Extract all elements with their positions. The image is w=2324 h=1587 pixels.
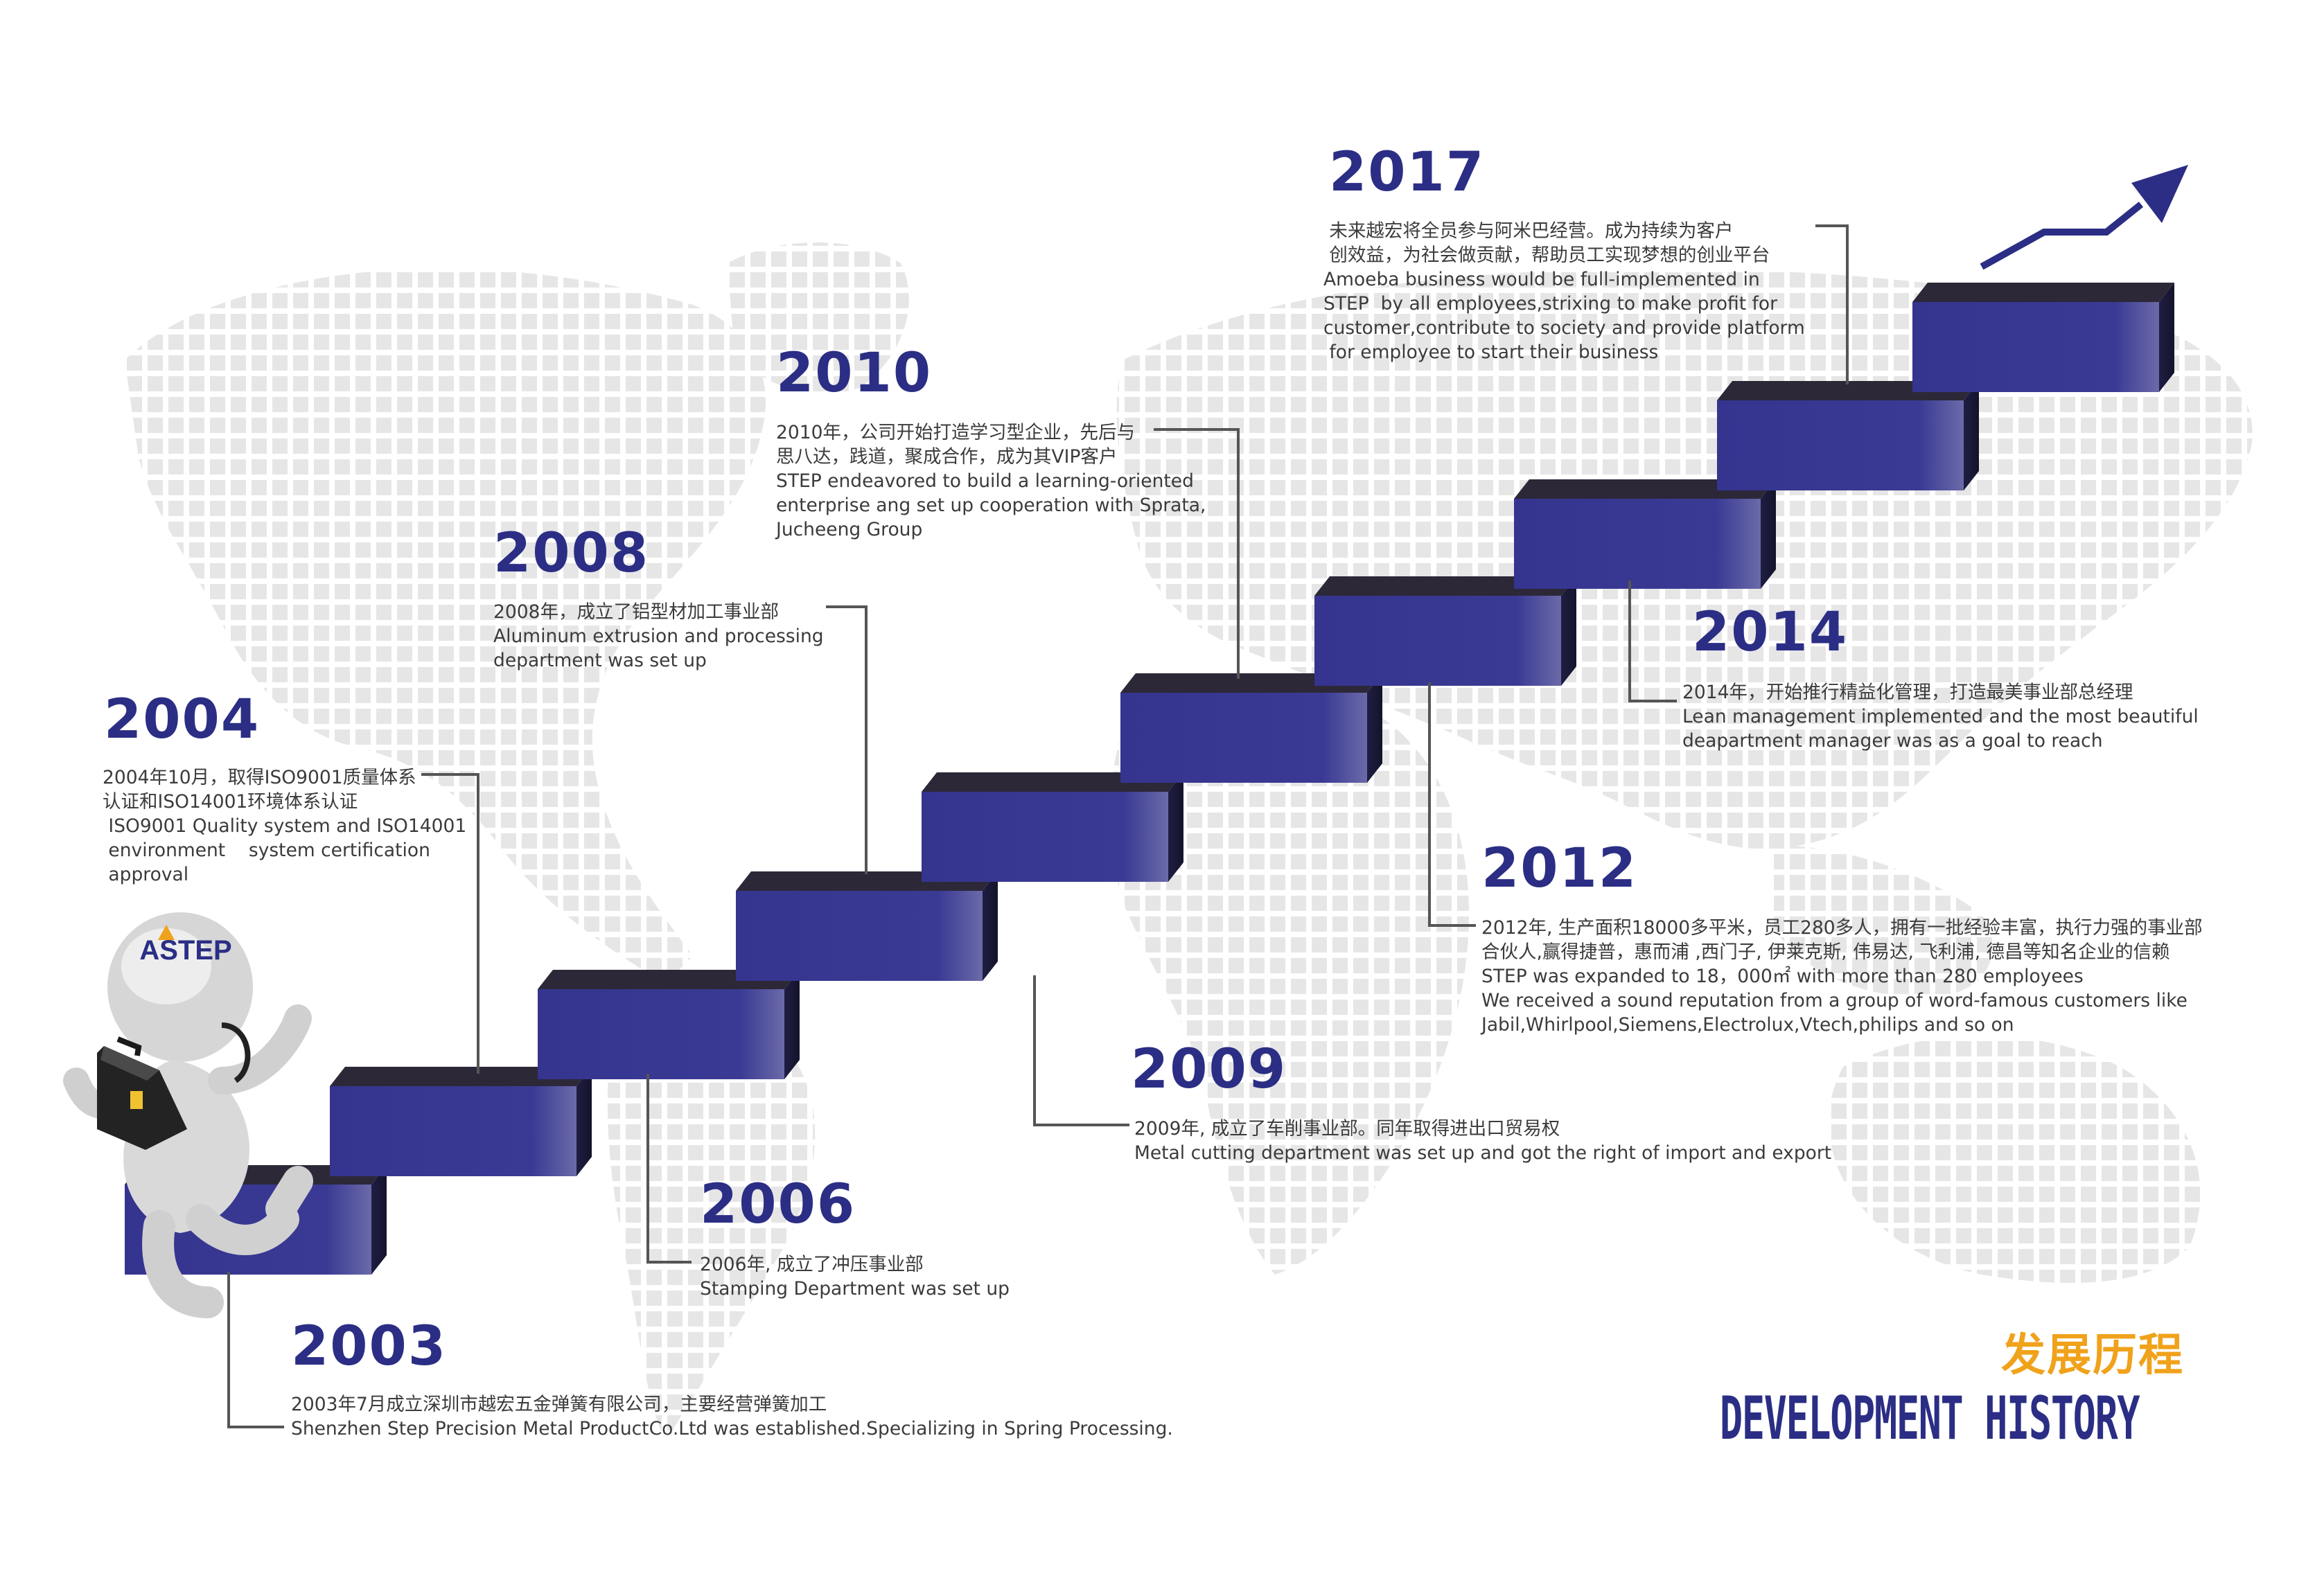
description-line: STEP was expanded to 18，000㎡ with more t…	[1481, 966, 2084, 987]
milestone-year: 2006	[700, 1173, 856, 1236]
leader-line	[1815, 224, 1849, 384]
description-line: 认证和ISO14001环境体系认证	[103, 791, 358, 813]
stair-step	[1912, 283, 2174, 392]
description-line: 思八达，践道，聚成合作，成为其VIP客户	[776, 446, 1118, 468]
stair-step	[736, 871, 998, 981]
milestone-year: 2017	[1329, 141, 1486, 204]
description-line: We received a sound reputation from a gr…	[1481, 990, 2187, 1011]
description-line: Aluminum extrusion and processing	[493, 626, 824, 647]
heading-english: DEVELOPMENT HISTORY	[1720, 1384, 2140, 1453]
description-line: 2014年，开始推行精益化管理，打造最美事业部总经理	[1682, 682, 2133, 703]
growth-arrow-head	[2131, 165, 2188, 223]
milestone-year: 2003	[291, 1315, 448, 1378]
description-line: Lean management implemented and the most…	[1682, 706, 2199, 727]
leader-line	[1154, 428, 1240, 679]
leader-line	[1428, 682, 1476, 927]
stair-step	[1514, 479, 1776, 589]
description-line: approval	[103, 864, 189, 885]
milestone-year: 2009	[1131, 1038, 1287, 1101]
description-line: 2010年，公司开始打造学习型企业，先后与	[776, 422, 1135, 443]
milestone-year: 2010	[776, 342, 933, 405]
milestone-description: 2010年，公司开始打造学习型企业，先后与 思八达，践道，聚成合作，成为其VIP客…	[776, 420, 1206, 542]
description-line: 2004年10月，取得ISO9001质量体系	[103, 767, 416, 788]
description-line: 2012年, 生产面积18000多平米，员工280多人，拥有一批经验丰富，执行力…	[1481, 917, 2203, 939]
milestone-description: 2008年，成立了铝型材加工事业部 Aluminum extrusion and …	[493, 600, 824, 673]
description-line: Metal cutting department was set up and …	[1134, 1142, 1832, 1164]
stair-step	[538, 970, 800, 1079]
milestone-description: 2009年, 成立了车削事业部。同年取得进出口贸易权 Metal cutting …	[1134, 1117, 1831, 1165]
milestone-description: 2003年7月成立深圳市越宏五金弹簧有限公司，主要经营弹簧加工 Shenzhen …	[291, 1392, 1173, 1441]
leader-line	[421, 773, 479, 1074]
stair-step	[330, 1067, 592, 1176]
leader-line	[826, 605, 868, 874]
milestone-description: 2004年10月，取得ISO9001质量体系 认证和ISO14001环境体系认证 …	[103, 765, 466, 887]
stair-step	[922, 772, 1183, 882]
description-line: Jabil,Whirlpool,Siemens,Electrolux,Vtech…	[1481, 1014, 2014, 1036]
description-line: STEP by all employees,strixing to make p…	[1323, 293, 1777, 314]
briefcase-icon	[97, 1036, 187, 1150]
description-line: STEP endeavored to build a learning-orie…	[776, 470, 1194, 492]
milestone-year: 2008	[493, 522, 650, 585]
description-line: deapartment manager was as a goal to rea…	[1682, 730, 2103, 752]
milestone-description: 2006年, 成立了冲压事业部 Stamping Department was s…	[700, 1252, 1010, 1301]
description-line: ISO9001 Quality system and ISO14001	[103, 815, 467, 837]
stair-step	[1120, 673, 1382, 783]
milestone-year: 2012	[1481, 837, 1638, 900]
description-line: for employee to start their business	[1323, 342, 1659, 363]
description-line: 合伙人,赢得捷普，惠而浦 ,西门子, 伊莱克斯, 伟易达, 飞利浦, 德昌等知名…	[1481, 941, 2170, 963]
description-line: department was set up	[493, 650, 707, 671]
stair-step	[1717, 381, 1979, 490]
description-line: 创效益，为社会做贡献，帮助员工实现梦想的创业平台	[1323, 245, 1770, 266]
description-line: 2006年, 成立了冲压事业部	[700, 1254, 924, 1275]
description-line: 2009年, 成立了车削事业部。同年取得进出口贸易权	[1134, 1118, 1560, 1140]
description-line: customer,contribute to society and provi…	[1323, 317, 1805, 339]
description-line: 2003年7月成立深圳市越宏五金弹簧有限公司，主要经营弹簧加工	[291, 1394, 827, 1415]
heading-chinese: 发展历程	[2001, 1330, 2184, 1381]
milestone-description: 2012年, 生产面积18000多平米，员工280多人，拥有一批经验丰富，执行力…	[1481, 916, 2203, 1037]
growth-arrow-icon	[1980, 202, 2144, 270]
leader-line	[646, 1074, 692, 1264]
description-line: 未来越宏将全员参与阿米巴经营。成为持续为客户	[1323, 220, 1734, 242]
milestone-description: 2014年，开始推行精益化管理，打造最美事业部总经理 Lean managemen…	[1682, 680, 2199, 753]
description-line: Stamping Department was set up	[700, 1278, 1010, 1300]
description-line: enterprise ang set up cooperation with S…	[776, 495, 1206, 516]
leader-line	[1033, 975, 1129, 1126]
description-line: 2008年，成立了铝型材加工事业部	[493, 601, 779, 623]
mascot-logo: ASTEP	[139, 935, 231, 966]
milestone-year: 2004	[104, 689, 261, 751]
description-line: Amoeba business would be full-implemente…	[1323, 269, 1760, 290]
milestone-year: 2014	[1692, 601, 1849, 664]
leader-line	[1628, 580, 1677, 702]
description-line: Jucheeng Group	[776, 519, 923, 540]
leader-line	[227, 1272, 284, 1428]
description-line: Shenzhen Step Precision Metal ProductCo.…	[291, 1418, 1173, 1439]
description-line: environment system certification	[103, 840, 430, 861]
milestone-description: 未来越宏将全员参与阿米巴经营。成为持续为客户 创效益，为社会做贡献，帮助员工实现…	[1323, 219, 1805, 364]
stair-step	[1314, 576, 1576, 686]
